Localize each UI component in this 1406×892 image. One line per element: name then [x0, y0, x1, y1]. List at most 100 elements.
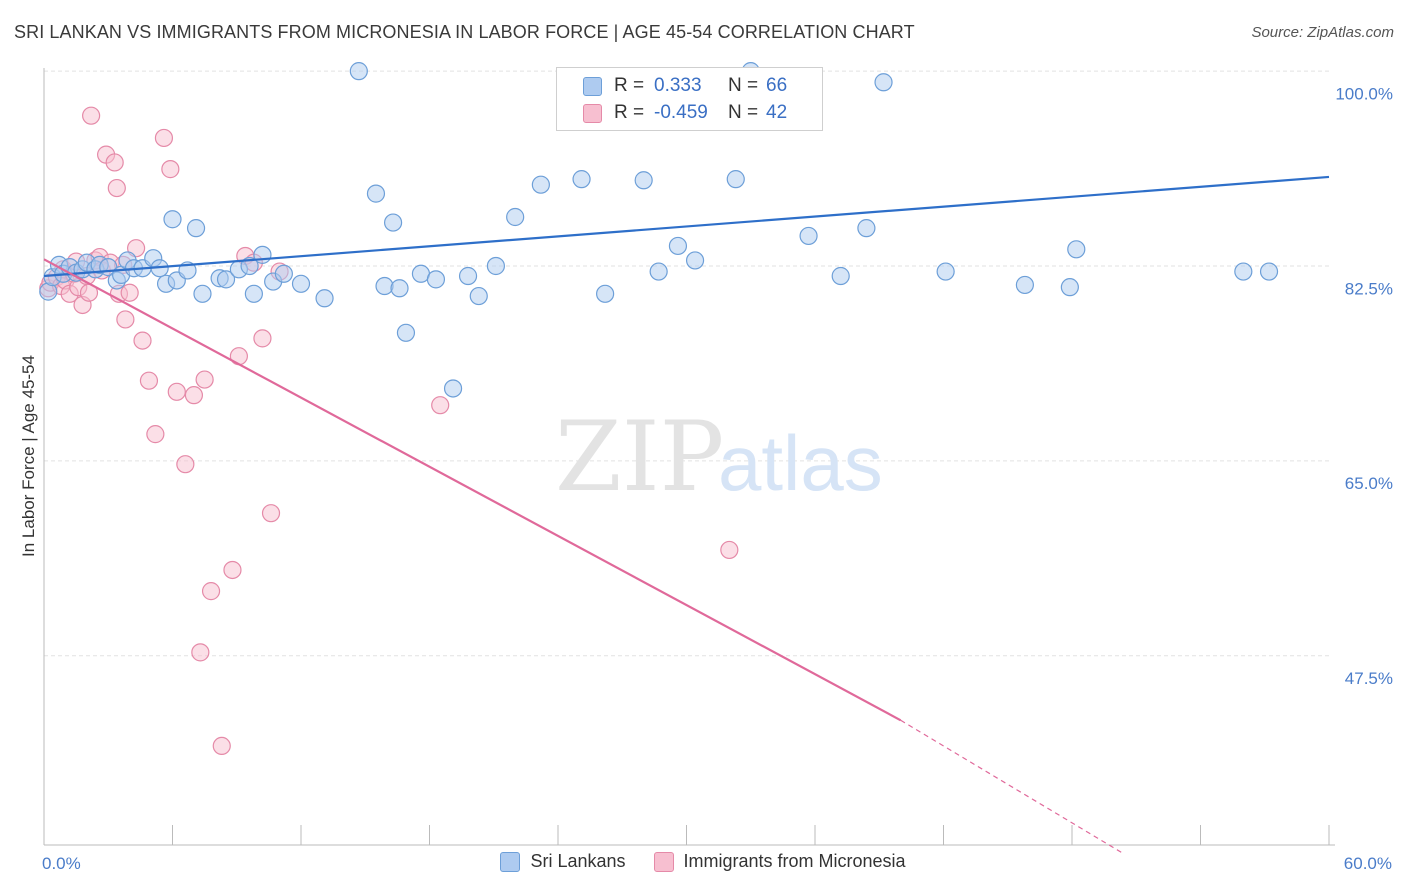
source-label: Source: ZipAtlas.com	[1251, 24, 1394, 41]
legend-r-label: R =	[614, 75, 645, 96]
srilankan-point	[383, 213, 403, 232]
legend-r-label: R =	[614, 102, 645, 123]
series-legend-srilankans[interactable]: Sri Lankans	[500, 851, 626, 872]
micronesia-point	[133, 331, 152, 350]
series-legend-label: Immigrants from Micronesia	[683, 851, 906, 871]
micronesia-point	[261, 504, 281, 523]
legend-n-label: N =	[728, 75, 759, 96]
srilankan-point	[458, 266, 478, 286]
srilankan-point	[486, 256, 505, 276]
srilankan-point	[216, 270, 236, 289]
srilankan-point	[291, 274, 311, 293]
legend-r-value: 0.333	[654, 75, 702, 96]
trend-lines	[43, 175, 1330, 854]
srilankan-point	[349, 62, 368, 81]
srilankan-point	[726, 170, 745, 189]
micronesia-point	[212, 736, 231, 756]
srilankan-point	[253, 245, 272, 264]
micronesia-point	[431, 396, 450, 415]
srilankan-point	[531, 175, 550, 194]
srilankan-point	[193, 284, 212, 303]
micronesia-point	[116, 310, 135, 329]
srilankan-point	[936, 262, 955, 281]
srilankan-point	[799, 226, 818, 246]
watermark-atlas: atlas	[718, 419, 883, 507]
srilankan-point	[426, 270, 446, 289]
series-legend-micronesia[interactable]: Immigrants from Micronesia	[653, 851, 906, 872]
srilankan-point	[506, 207, 525, 227]
srilankan-point	[375, 276, 394, 296]
micronesia-point	[105, 153, 124, 172]
x-tick-label: 60.0%	[1344, 854, 1392, 873]
legend-n-value: 42	[766, 102, 788, 123]
legend-swatch-blue	[583, 76, 602, 96]
srilankan-point	[443, 379, 463, 398]
srilankan-trend-line	[43, 175, 1330, 278]
micronesia-point	[107, 178, 126, 198]
srilankan-point	[1015, 275, 1034, 295]
srilankan-point	[1067, 240, 1086, 259]
micronesia-trend-line	[43, 258, 902, 722]
srilankan-point	[469, 286, 488, 306]
micronesia-point	[195, 370, 214, 389]
micronesia-point	[120, 283, 139, 302]
watermark: ZIP atlas	[555, 401, 883, 513]
legend-row-srilankans: R = 0.333 N = 66	[583, 73, 787, 99]
series-legend: Sri Lankans Immigrants from Micronesia	[0, 851, 1406, 872]
legend-r-value: -0.459	[654, 102, 708, 123]
y-tick-label: 65.0%	[1345, 474, 1393, 493]
series-swatch-pink	[653, 851, 674, 872]
micronesia-point	[167, 382, 186, 401]
watermark-zip: ZIP	[555, 401, 724, 513]
micronesia-point	[253, 329, 272, 348]
micronesia-point	[146, 425, 165, 444]
y-tick-label: 82.5%	[1345, 279, 1393, 298]
srilankan-point	[163, 210, 182, 229]
srilankan-point	[857, 219, 876, 238]
micronesia-point	[154, 128, 174, 148]
srilankan-point	[634, 171, 653, 190]
srilankan-point	[274, 264, 293, 283]
srilankan-point	[396, 323, 416, 342]
srilankan-point	[1060, 278, 1079, 297]
srilankan-point	[596, 284, 615, 303]
srilankan-point	[1234, 262, 1253, 281]
micronesia-point	[201, 582, 221, 601]
micronesia-point	[191, 643, 210, 662]
srilankan-point	[186, 219, 206, 238]
y-tick-label: 47.5%	[1345, 669, 1393, 688]
srilankan-point	[649, 262, 668, 281]
srilankan-point	[572, 170, 591, 189]
micronesia-point	[161, 160, 180, 179]
srilankan-point	[366, 184, 386, 203]
legend-swatch-pink	[583, 103, 602, 123]
micronesia-point	[139, 371, 159, 390]
micronesia-trend-extension	[900, 719, 1123, 854]
axes	[43, 68, 1335, 846]
y-tick-label: 100.0%	[1335, 84, 1393, 103]
srilankan-point	[315, 289, 334, 308]
chart-title: SRI LANKAN VS IMMIGRANTS FROM MICRONESIA…	[14, 22, 915, 42]
srilankan-point	[240, 256, 259, 276]
stats-legend: R = 0.333 N = 66 R = -0.459 N = 42	[556, 67, 823, 131]
srilankan-point	[244, 284, 263, 303]
micronesia-point	[720, 540, 739, 560]
micronesia-point	[176, 455, 195, 474]
srilankan-point	[685, 251, 705, 270]
legend-row-micronesia: R = -0.459 N = 42	[583, 100, 787, 126]
srilankan-point	[874, 73, 893, 92]
micronesia-point	[184, 386, 204, 405]
micronesia-point	[223, 560, 242, 580]
axis-labels: 100.0% 82.5% 65.0% 47.5% 0.0% 60.0% In Labor F…	[19, 84, 1393, 873]
srilankan-point	[390, 279, 409, 298]
micronesia-point	[82, 106, 101, 125]
series-swatch-blue	[500, 851, 521, 872]
srilankan-point	[831, 266, 850, 286]
x-tick-label: 0.0%	[42, 854, 81, 873]
srilankan-point	[1259, 262, 1279, 281]
y-axis-label: In Labor Force | Age 45-54	[19, 355, 38, 557]
srilankan-point	[668, 236, 688, 256]
legend-n-label: N =	[728, 102, 759, 123]
legend-n-value: 66	[766, 75, 788, 96]
